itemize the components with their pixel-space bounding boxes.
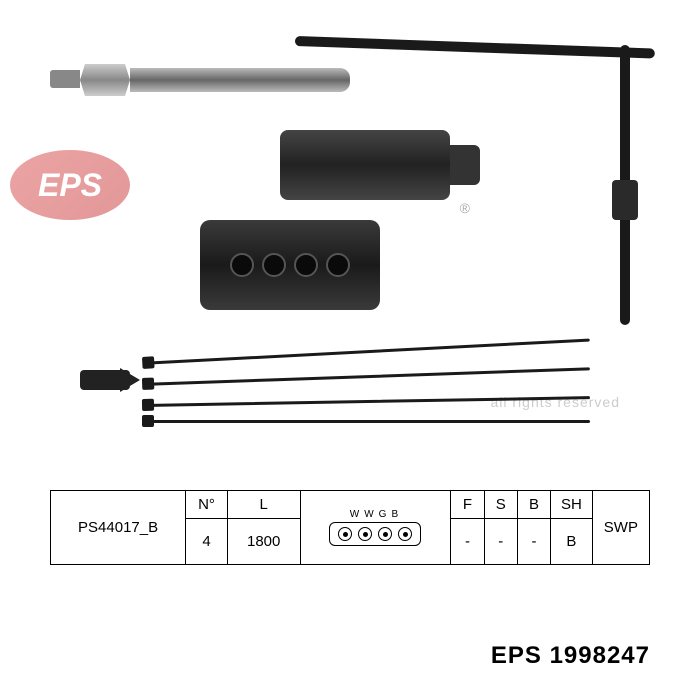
pin-icon bbox=[398, 527, 412, 541]
connector-female-socket bbox=[200, 220, 380, 310]
pin-label: G bbox=[379, 509, 390, 520]
probe-hex-nut bbox=[80, 64, 130, 96]
cell-flag-b: - bbox=[517, 519, 550, 565]
pin-icon bbox=[338, 527, 352, 541]
pin-labels-row: W W G B bbox=[329, 509, 421, 520]
probe-body bbox=[130, 68, 350, 92]
pin-icon bbox=[378, 527, 392, 541]
brand-text: EPS 1998247 bbox=[491, 642, 650, 669]
connector-pin-hole bbox=[294, 253, 318, 277]
pin-icon bbox=[358, 527, 372, 541]
cell-flag-s: - bbox=[484, 519, 517, 565]
cable-grommet bbox=[612, 180, 638, 220]
connector-pin-hole bbox=[326, 253, 350, 277]
cable-tie-head bbox=[142, 356, 155, 369]
cell-swp: SWP bbox=[592, 491, 649, 565]
header-s: S bbox=[484, 491, 517, 519]
cable-tie bbox=[150, 338, 590, 364]
pin-label: B bbox=[391, 509, 401, 520]
clip-arrow bbox=[120, 368, 140, 392]
cable-tie bbox=[150, 367, 590, 385]
header-b: B bbox=[517, 491, 550, 519]
oxygen-sensor-probe bbox=[50, 40, 450, 120]
product-image-area: EPS ® all rights reserved bbox=[0, 0, 700, 490]
pin-box bbox=[329, 522, 421, 546]
header-length: L bbox=[227, 491, 300, 519]
cable-tie bbox=[150, 420, 590, 423]
connector-pin-hole bbox=[262, 253, 286, 277]
brand-label: EPS 1998247 bbox=[491, 642, 650, 670]
pin-label: W bbox=[364, 509, 376, 520]
cable-tie-head bbox=[142, 399, 154, 411]
table-header-row: PS44017_B N° L W W G B F S B SH bbox=[51, 491, 650, 519]
pin-label: W bbox=[350, 509, 362, 520]
watermark-logo: EPS bbox=[10, 150, 130, 220]
header-sh: SH bbox=[551, 491, 593, 519]
connector-male-plug bbox=[280, 130, 450, 200]
header-f: F bbox=[451, 491, 484, 519]
registered-mark: ® bbox=[460, 200, 470, 216]
cell-flag-f: - bbox=[451, 519, 484, 565]
specification-table: PS44017_B N° L W W G B F S B SH bbox=[50, 490, 650, 565]
connector-pin-hole bbox=[230, 253, 254, 277]
header-wire-count: N° bbox=[186, 491, 228, 519]
watermark-logo-oval: EPS bbox=[10, 150, 130, 220]
cell-flag-sh: B bbox=[551, 519, 593, 565]
cell-connector-diagram: W W G B bbox=[300, 491, 451, 565]
cell-wire-count: 4 bbox=[186, 519, 228, 565]
cell-length: 1800 bbox=[227, 519, 300, 565]
cable-tie-head bbox=[142, 378, 154, 390]
connector-pinout-diagram: W W G B bbox=[329, 509, 421, 546]
probe-tip bbox=[50, 70, 80, 88]
cable-tie-head bbox=[142, 415, 154, 427]
cell-part-number: PS44017_B bbox=[51, 491, 186, 565]
